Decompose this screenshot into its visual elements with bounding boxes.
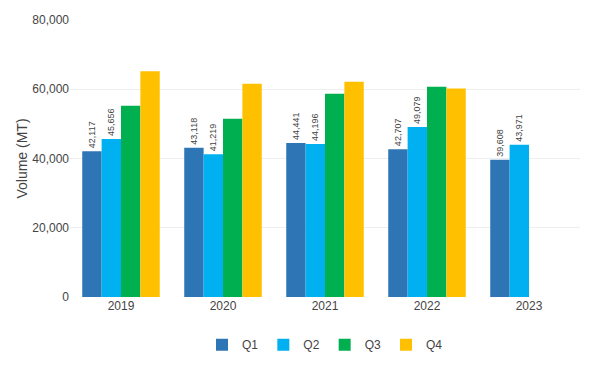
svg-text:20,000: 20,000 <box>32 221 69 235</box>
svg-text:42,117: 42,117 <box>87 121 97 148</box>
svg-text:44,196: 44,196 <box>310 113 320 141</box>
svg-text:43,118: 43,118 <box>189 118 199 145</box>
svg-text:2022: 2022 <box>414 299 441 313</box>
svg-text:Q1: Q1 <box>242 338 258 352</box>
svg-text:2021: 2021 <box>312 299 339 313</box>
svg-text:Q2: Q2 <box>303 338 319 352</box>
svg-text:44,441: 44,441 <box>291 113 301 141</box>
svg-text:41,219: 41,219 <box>208 124 218 152</box>
svg-text:40,000: 40,000 <box>32 152 69 166</box>
svg-text:43,971: 43,971 <box>514 114 524 142</box>
svg-text:39,608: 39,608 <box>495 129 505 157</box>
svg-text:60,000: 60,000 <box>32 82 69 96</box>
svg-text:80,000: 80,000 <box>32 13 69 27</box>
svg-text:2020: 2020 <box>210 299 237 313</box>
svg-text:2019: 2019 <box>108 299 135 313</box>
svg-text:49,079: 49,079 <box>412 97 422 125</box>
svg-text:Volume (MT): Volume (MT) <box>14 118 30 198</box>
svg-text:Q3: Q3 <box>365 338 381 352</box>
svg-text:42,707: 42,707 <box>393 119 403 147</box>
svg-text:Q4: Q4 <box>426 338 442 352</box>
svg-text:45,656: 45,656 <box>106 108 116 136</box>
svg-text:0: 0 <box>62 290 69 304</box>
svg-text:2023: 2023 <box>516 299 543 313</box>
